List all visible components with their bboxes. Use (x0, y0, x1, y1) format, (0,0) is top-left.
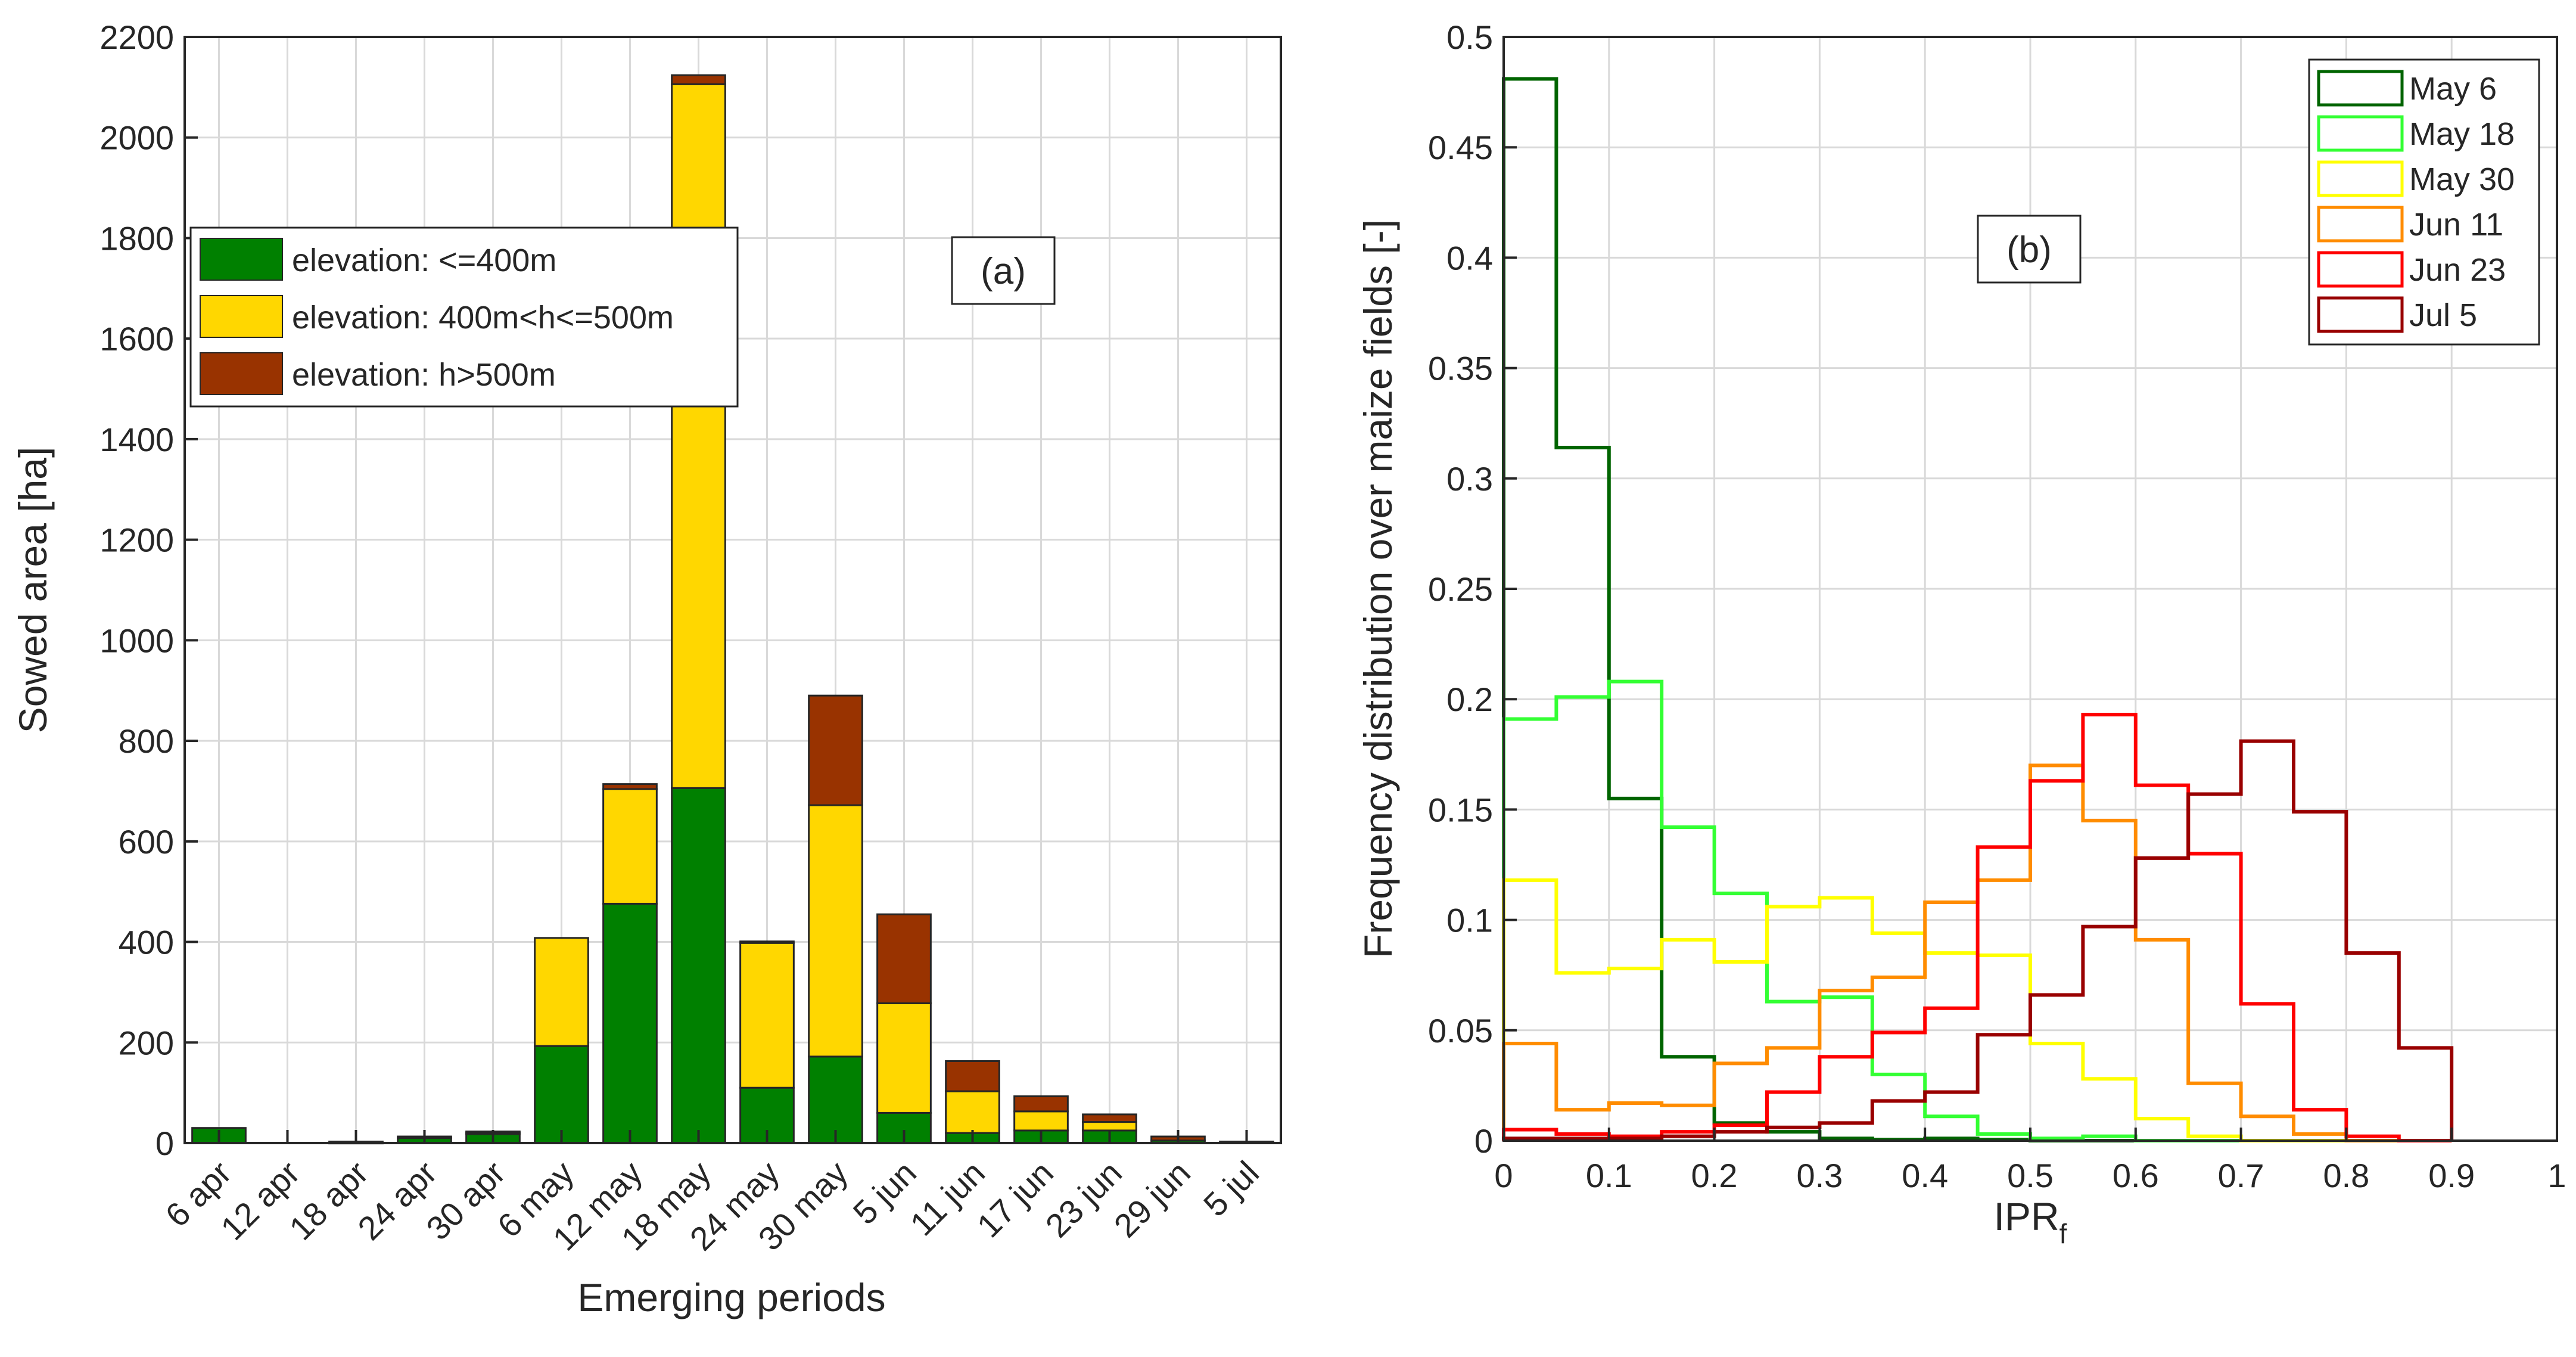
panel-a-y-tick-label: 1600 (99, 320, 174, 358)
legend-label-high: elevation: h>500m (292, 357, 556, 393)
panel-b-x-tick-label: 0.7 (2218, 1157, 2264, 1194)
legend-swatch-low (200, 238, 283, 281)
panel-a-axes-box (183, 36, 1282, 1144)
bar-segment-23-jun-s2 (1082, 1113, 1137, 1123)
panel-b-x-tick-labels: 0 0.1 0.2 0.3 0.4 0.5 0.6 0.7 0.8 0.9 1 (1494, 1157, 2566, 1194)
svg-text:(a): (a) (981, 251, 1026, 292)
legend-swatch-may-18 (2317, 115, 2404, 152)
panel-b-y-tick-label: 0.25 (1428, 570, 1493, 608)
panel-b-tick-marks (1502, 36, 2558, 1142)
legend-swatch-may-30 (2317, 160, 2404, 197)
panel-b-x-axis-label: IPRf (1994, 1194, 2067, 1249)
legend-label-jun-11: Jun 11 (2409, 207, 2503, 243)
panel-b-y-tick-label: 0 (1474, 1122, 1493, 1160)
bar-segment-11-jun-s2 (945, 1060, 1000, 1092)
panel-b-y-tick-label: 0.45 (1428, 129, 1493, 166)
panel-b-x-tick-label: 0 (1494, 1157, 1513, 1194)
panel-a-y-tick-label: 1800 (99, 219, 174, 257)
panel-a-tick-marks (185, 36, 1248, 1144)
legend-swatch-jul-5 (2317, 296, 2404, 333)
panel-b-x-tick-label: 0.4 (1902, 1157, 1948, 1194)
panel-a-y-tick-label: 1200 (99, 521, 174, 559)
bar-segment-12-may-s1 (602, 788, 658, 905)
bar-segment-17-jun-s2 (1013, 1095, 1069, 1113)
bar-segment-5-jun-s1 (876, 1002, 932, 1114)
bar-segment-18-may-s0 (671, 787, 726, 1144)
panel-a-chart: 0 200 400 600 800 1000 1200 1400 1600 1800 2000 220… (11, 18, 1282, 1319)
panel-b-y-tick-label: 0.1 (1446, 902, 1493, 939)
histogram-line-jun-11 (1502, 763, 2452, 1142)
panel-b-y-tick-label: 0.05 (1428, 1012, 1493, 1049)
panel-b-x-tick-label: 0.8 (2323, 1157, 2369, 1194)
panel-a-x-axis-label: Emerging periods (577, 1275, 885, 1319)
panel-b-y-tick-label: 0.15 (1428, 791, 1493, 828)
bar-segment-12-may-s2 (602, 783, 658, 790)
legend-swatch-jun-23 (2317, 251, 2404, 288)
panel-a-plot-area (185, 37, 1281, 1143)
panel-b-y-tick-label: 0.35 (1428, 350, 1493, 387)
bar-segment-6-may-s0 (534, 1045, 589, 1144)
panel-b-annotation: (b) (1977, 215, 2082, 284)
bar-segment-24-may-s1 (739, 942, 795, 1089)
panel-b-x-tick-label: 0.6 (2113, 1157, 2159, 1194)
panel-b-chart: 0 0.05 0.1 0.15 0.2 0.25 0.3 0.35 0.4 0.45 0.5 0 0.… (1356, 18, 2566, 1249)
panel-a-y-tick-label: 600 (119, 823, 174, 861)
bar-segment-5-jun-s2 (876, 913, 932, 1004)
bar-segment-17-jun-s1 (1013, 1110, 1069, 1132)
legend-label-low: elevation: <=400m (292, 243, 556, 278)
bar-segment-30-may-s2 (808, 694, 863, 806)
panel-b-y-tick-labels: 0 0.05 0.1 0.15 0.2 0.25 0.3 0.35 0.4 0.45 0.5 (1428, 18, 1493, 1160)
panel-b-y-tick-label: 0.5 (1446, 18, 1493, 56)
panel-a-y-tick-label: 0 (155, 1125, 174, 1162)
panel-b-x-tick-label: 0.1 (1586, 1157, 1632, 1194)
bar-segment-12-may-s0 (602, 902, 658, 1144)
panel-b-y-tick-label: 0.3 (1446, 460, 1493, 498)
panel-a-y-tick-label: 200 (119, 1024, 174, 1061)
legend-swatch-high (200, 352, 283, 395)
panel-b-x-tick-label: 0.5 (2007, 1157, 2054, 1194)
panel-a-annotation: (a) (951, 236, 1056, 305)
panel-a-y-tick-label: 400 (119, 924, 174, 961)
panel-a-y-axis-label: Sowed area [ha] (11, 447, 55, 734)
bar-segment-24-may-s2 (739, 940, 795, 944)
legend-swatch-mid (200, 295, 283, 338)
legend-label-may-30: May 30 (2409, 162, 2515, 197)
legend-swatch-jun-11 (2317, 206, 2404, 243)
histogram-line-jul-5 (1502, 739, 2454, 1141)
panel-b-y-tick-label: 0.4 (1446, 239, 1493, 277)
bar-segment-18-may-s2 (671, 74, 726, 85)
legend-label-may-6: May 6 (2409, 71, 2497, 107)
panel-b-x-tick-label: 0.3 (1796, 1157, 1843, 1194)
legend-label-jun-23: Jun 23 (2409, 252, 2506, 288)
bar-segment-11-jun-s1 (945, 1090, 1000, 1134)
bar-segment-6-may-s1 (534, 937, 589, 1047)
legend-label-jul-5: Jul 5 (2409, 297, 2477, 333)
panel-b-y-tick-label: 0.2 (1446, 681, 1493, 718)
panel-a-y-tick-label: 800 (119, 722, 174, 760)
panel-a-y-tick-label: 1400 (99, 421, 174, 458)
panel-a-y-tick-labels: 0 200 400 600 800 1000 1200 1400 1600 1800 2000 220… (99, 18, 174, 1162)
legend-label-mid: elevation: 400m<h<=500m (292, 300, 674, 336)
legend-label-may-18: May 18 (2409, 116, 2515, 152)
panel-a-bars (191, 74, 1274, 1145)
panel-a-legend: elevation: <=400m elevation: 400m<h<=500… (189, 226, 739, 408)
panel-a-y-tick-label: 2000 (99, 119, 174, 157)
legend-swatch-may-6 (2317, 70, 2404, 107)
bar-segment-23-jun-s1 (1082, 1121, 1137, 1132)
panel-a-y-tick-label: 1000 (99, 622, 174, 659)
panel-b-y-axis-label: Frequency distribution over maize fields… (1356, 219, 1400, 958)
panel-a-y-tick-label: 2200 (99, 18, 174, 56)
bar-segment-18-may-s1 (671, 83, 726, 789)
panel-b-legend: May 6 May 18 May 30 Jun 11 Jun 23 Jul 5 (2308, 58, 2540, 346)
panel-b-x-tick-label: 0.9 (2428, 1157, 2475, 1194)
panel-b-x-tick-label: 1 (2547, 1157, 2566, 1194)
bar-segment-30-may-s1 (808, 804, 863, 1058)
svg-text:(b): (b) (2006, 229, 2052, 271)
panel-b-x-tick-label: 0.2 (1691, 1157, 1738, 1194)
panel-b-lines (1502, 77, 2454, 1142)
